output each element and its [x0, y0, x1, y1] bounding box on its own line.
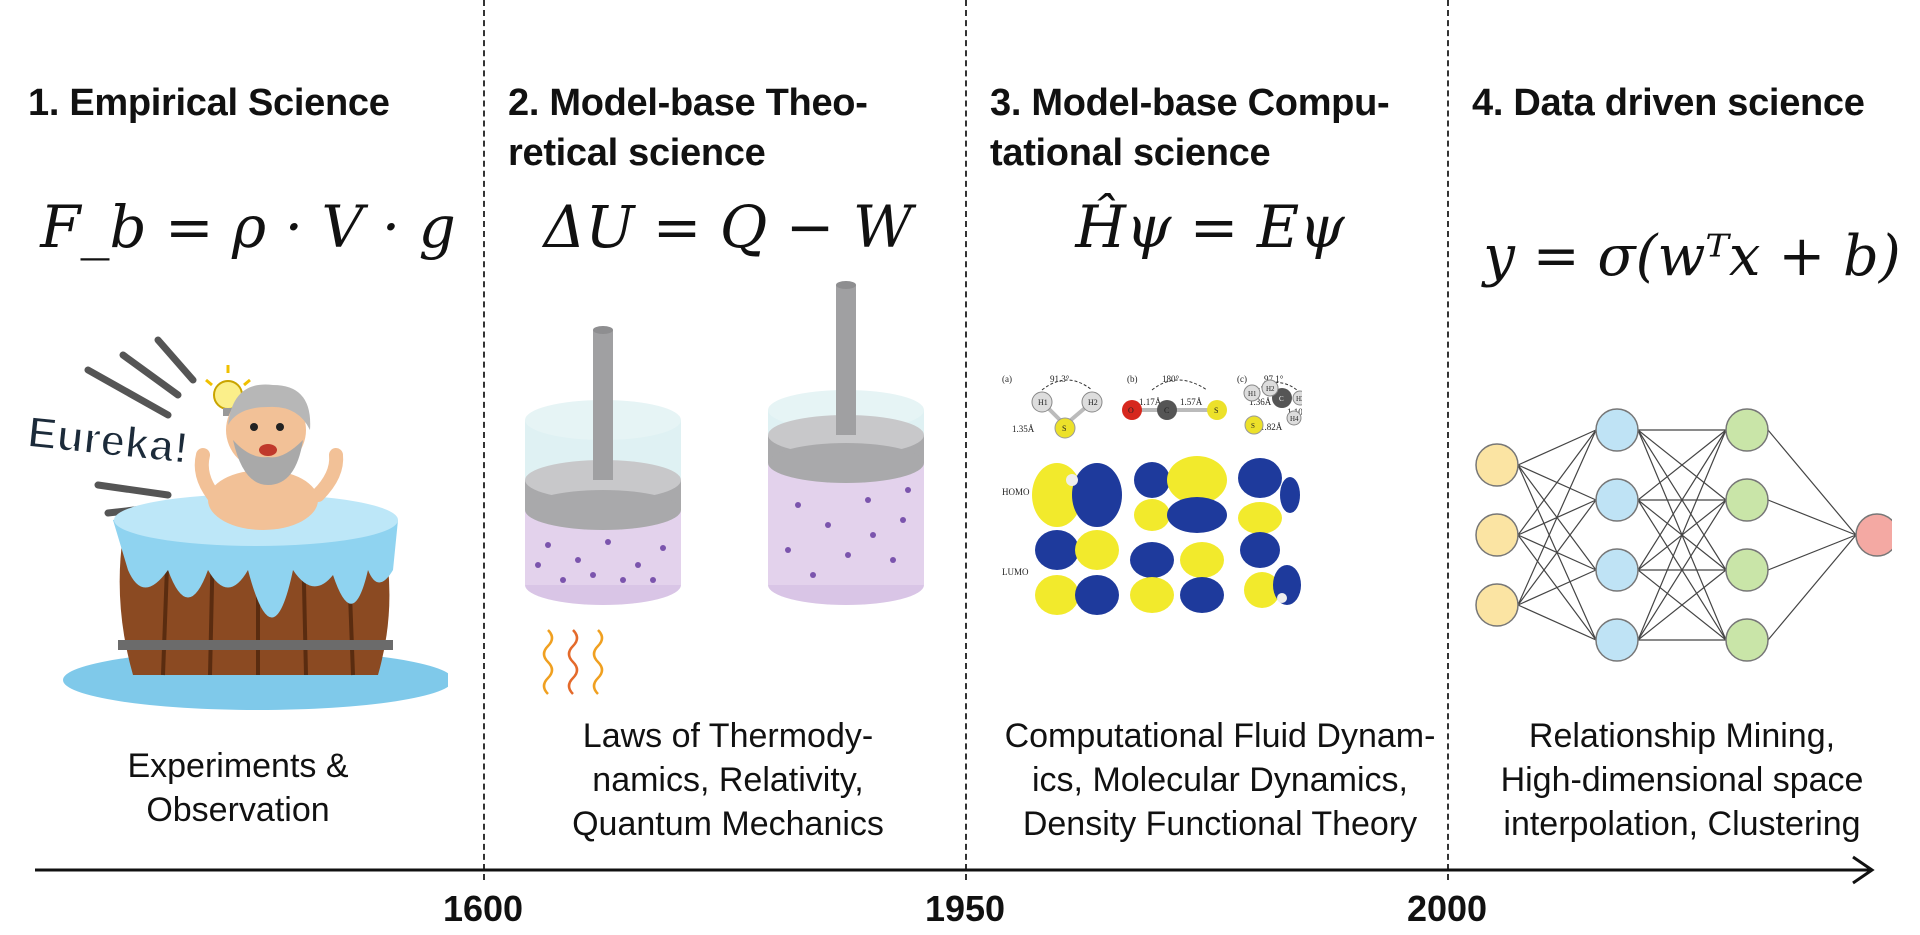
year-label-1600: 1600 — [442, 888, 524, 929]
panel-label: (b) — [1127, 374, 1138, 384]
nn-edge — [1637, 499, 1727, 641]
bond-label: 1.35Å — [1012, 424, 1035, 434]
bond-label: 1.17Å — [1139, 397, 1162, 407]
nn-edge — [1517, 429, 1597, 466]
piston-cylinder-icon — [525, 281, 924, 695]
era-title: 3. Model-base Compu- tational science — [990, 82, 1390, 174]
nn-edge — [1767, 429, 1857, 536]
nn-edge — [1517, 604, 1597, 641]
nn-edge — [1767, 534, 1857, 641]
era-title: 1. Empirical Science — [28, 82, 390, 124]
neural-network-icon — [1475, 408, 1892, 662]
atom-label: S — [1214, 406, 1218, 415]
atom-label: H1 — [1248, 390, 1257, 398]
nn-node — [1595, 548, 1639, 592]
panel-label: (a) — [1002, 374, 1012, 384]
nn-node — [1725, 618, 1769, 662]
era-equation: Ĥψ = Eψ — [1075, 193, 1345, 261]
nn-edge — [1767, 534, 1857, 571]
angle-label: 91.3° — [1050, 374, 1070, 384]
atom-label: O — [1128, 406, 1134, 415]
era-equation: y = σ(wᵀx + b) — [1483, 224, 1901, 289]
nn-edge — [1517, 429, 1597, 536]
nn-node — [1475, 583, 1519, 627]
nn-edge — [1517, 499, 1597, 606]
era-title: 4. Data driven science — [1472, 82, 1865, 124]
eureka-bathtub-icon: Eureka! — [28, 336, 448, 710]
era-description: Computational Fluid Dynam- ics, Molecula… — [1004, 717, 1436, 843]
nn-edge — [1767, 499, 1857, 536]
homo-orbitals — [1032, 456, 1300, 534]
divider-1950 — [965, 0, 967, 880]
nn-edge — [1637, 429, 1727, 571]
row-label: HOMO — [1002, 487, 1030, 497]
nn-edge — [1517, 429, 1597, 606]
era-equation: F_b = ρ · V · g — [40, 193, 456, 261]
nn-node — [1725, 478, 1769, 522]
atom-label: H3 — [1296, 395, 1302, 403]
nn-node — [1725, 548, 1769, 592]
row-label: LUMO — [1002, 567, 1029, 577]
bond-label: 1.82Å — [1260, 422, 1283, 432]
molecular-orbitals-icon: (a) (b) (c) HOMO LUMO 91.3° 180° 97.1° 1… — [1002, 374, 1302, 615]
atom-label: H2 — [1088, 398, 1098, 407]
atom-label: S — [1251, 422, 1255, 430]
nn-node — [1855, 513, 1892, 557]
bond-label: 1.36Å — [1249, 397, 1272, 407]
year-label-2000: 2000 — [1406, 888, 1488, 929]
era-description: Relationship Mining, High-dimensional sp… — [1500, 717, 1864, 843]
era-computational: 3. Model-base Compu- tational science Ĥψ… — [990, 0, 1440, 935]
atom-label: H2 — [1266, 385, 1275, 393]
nn-edge — [1637, 429, 1727, 641]
cylinder-right — [768, 281, 924, 605]
nn-edge — [1637, 429, 1727, 501]
divider-2000 — [1447, 0, 1449, 880]
cylinder-left — [525, 326, 681, 695]
era-title: 2. Model-base Theo- retical science — [508, 82, 868, 174]
nn-node — [1595, 408, 1639, 452]
era-empirical: 1. Empirical Science F_b = ρ · V · g Eur… — [28, 0, 478, 935]
atom-label: H4 — [1290, 415, 1299, 423]
atom-label: S — [1062, 424, 1066, 433]
nn-node — [1475, 443, 1519, 487]
atom-label: C — [1279, 395, 1284, 403]
lumo-orbitals — [1035, 530, 1301, 615]
era-data-driven: 4. Data driven science y = σ(wᵀx + b) Re… — [1472, 0, 1912, 935]
nn-node — [1475, 513, 1519, 557]
year-label-1950: 1950 — [924, 888, 1006, 929]
era-description: Laws of Thermody- namics, Relativity, Qu… — [572, 717, 884, 843]
bond-label: 1.57Å — [1180, 397, 1203, 407]
angle-label: 97.1° — [1264, 374, 1284, 384]
era-equation: ΔU = Q − W — [543, 193, 913, 261]
era-description: Experiments & Observation — [127, 747, 349, 829]
divider-1600 — [483, 0, 485, 880]
atom-label: C — [1164, 406, 1169, 415]
nn-node — [1595, 478, 1639, 522]
nn-node — [1725, 408, 1769, 452]
nn-edge — [1637, 569, 1727, 641]
panel-label: (c) — [1237, 374, 1247, 384]
atom-label: H1 — [1038, 398, 1048, 407]
angle-label: 180° — [1162, 374, 1180, 384]
nn-edge — [1517, 569, 1597, 606]
era-theoretical: 2. Model-base Theo- retical science ΔU =… — [508, 0, 958, 935]
nn-node — [1595, 618, 1639, 662]
